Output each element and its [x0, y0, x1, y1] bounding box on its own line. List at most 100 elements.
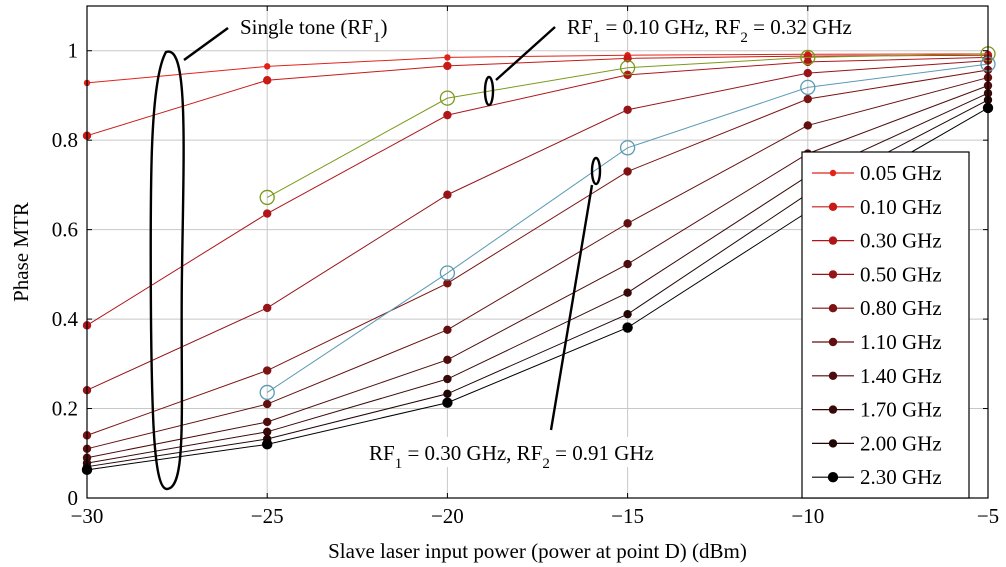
- legend-marker: [828, 236, 838, 245]
- data-point: [439, 265, 456, 281]
- y-tick-label: 0.6: [52, 218, 78, 242]
- series-line: [86, 54, 989, 137]
- legend-label: 0.05 GHz: [860, 161, 942, 185]
- x-axis-label: Slave laser input power (power at point …: [328, 539, 747, 563]
- legend-label: 0.80 GHz: [860, 296, 942, 320]
- leader-two-tone-b: [549, 184, 594, 431]
- y-tick-label: 0.4: [52, 307, 79, 331]
- data-point: [619, 60, 636, 76]
- series-line: [86, 60, 989, 391]
- data-point: [263, 303, 272, 313]
- legend-entry: 0.10 GHz: [812, 195, 942, 219]
- x-tick-label: −20: [431, 504, 464, 528]
- series-line: [266, 53, 989, 198]
- data-point: [623, 105, 632, 114]
- legend-label: 1.10 GHz: [860, 330, 942, 354]
- x-tick-label: −30: [71, 504, 104, 528]
- y-tick-label: 0.8: [52, 128, 78, 152]
- legend: 0.05 GHz 0.10 GHz 0.30 GHz 0.50 GHz 0.80 GHz…: [801, 151, 970, 499]
- data-point: [622, 322, 633, 333]
- series-line: [266, 63, 989, 393]
- series-line: [86, 85, 989, 459]
- data-point: [443, 61, 452, 71]
- axis-ticks: −30 −25 −20 −15 −10 −5 0 0.2 0.4 0.6 0.8 1: [52, 6, 999, 528]
- data-point: [800, 79, 816, 96]
- data-point: [442, 397, 453, 408]
- data-point: [263, 427, 272, 437]
- legend-label: 2.00 GHz: [860, 431, 942, 455]
- legend-entry: 1.10 GHz: [812, 330, 942, 354]
- legend-marker: [828, 337, 838, 347]
- data-point: [263, 417, 272, 427]
- legend-marker: [828, 405, 838, 414]
- data-point: [623, 167, 632, 176]
- series-line: [86, 77, 989, 450]
- legend-label: 0.10 GHz: [860, 195, 942, 219]
- legend-marker: [828, 371, 838, 380]
- legend-entry: 1.70 GHz: [812, 398, 942, 422]
- data-point: [263, 366, 272, 375]
- series-line: [86, 69, 989, 436]
- legend-label: 1.40 GHz: [860, 364, 942, 388]
- legend-entry: 0.80 GHz: [812, 296, 942, 320]
- data-point: [803, 121, 812, 130]
- legend-label: 0.30 GHz: [860, 229, 942, 253]
- series-line: [86, 56, 989, 326]
- annotation-two-tone-b: RF1 = 0.30 GHz, RF2 = 0.91 GHz: [369, 441, 654, 472]
- data-point: [443, 355, 452, 364]
- bracket-two-tone-b: [590, 156, 602, 186]
- x-tick-label: −25: [251, 504, 284, 528]
- data-point: [262, 439, 273, 450]
- annotations: Single tone (RF1) RF1 = 0.10 GHz, RF2 = 0…: [149, 15, 852, 491]
- legend-entry: 1.40 GHz: [812, 364, 942, 388]
- y-tick-label: 0: [68, 486, 79, 510]
- data-point: [264, 63, 271, 70]
- x-tick-label: −5: [977, 504, 999, 528]
- legend-marker: [828, 439, 838, 448]
- y-tick-label: 1: [68, 39, 79, 63]
- data-point: [259, 384, 275, 401]
- data-point: [443, 389, 452, 398]
- legend-box: [801, 151, 970, 499]
- data-point: [800, 49, 816, 66]
- y-axis-label: Phase MTR: [9, 202, 33, 302]
- annotation-single-tone: Single tone (RF1): [240, 15, 388, 46]
- bracket-two-tone-a: [483, 75, 495, 107]
- plot-frame: [86, 5, 989, 499]
- leader-single-tone: [183, 27, 229, 61]
- data-point: [443, 190, 452, 199]
- series-0-50-ghz: [82, 56, 993, 395]
- y-tick-label: 0.2: [52, 397, 78, 421]
- legend-label: 2.30 GHz: [860, 465, 942, 489]
- data-point: [263, 76, 272, 85]
- leader-two-tone-a: [495, 26, 556, 81]
- legend-entry: 0.30 GHz: [812, 229, 942, 253]
- series-line: [86, 53, 989, 84]
- x-tick-label: −10: [791, 504, 824, 528]
- series-two-tone-11: [259, 56, 996, 401]
- data-point: [259, 189, 275, 206]
- legend-marker: [828, 304, 838, 313]
- legend-entry: 0.05 GHz: [812, 161, 942, 185]
- legend-marker: [828, 270, 838, 279]
- data-point: [623, 309, 632, 319]
- legend-entry: 2.30 GHz: [812, 465, 942, 489]
- data-point: [803, 94, 812, 104]
- x-tick-label: −15: [611, 504, 644, 528]
- legend-label: 0.50 GHz: [860, 262, 942, 286]
- data-point: [443, 374, 452, 384]
- data-point: [263, 399, 272, 409]
- series-0-80-ghz: [82, 65, 993, 440]
- legend-label: 1.70 GHz: [860, 398, 942, 422]
- data-point: [439, 90, 456, 106]
- legend-marker: [827, 472, 839, 483]
- annotation-two-tone-a: RF1 = 0.10 GHz, RF2 = 0.32 GHz: [567, 15, 852, 46]
- data-point: [623, 219, 632, 228]
- data-point: [263, 209, 272, 218]
- data-point: [623, 288, 632, 297]
- data-point: [803, 68, 812, 78]
- data-point: [443, 279, 452, 288]
- data-point: [444, 54, 451, 61]
- bracket-single-tone: [149, 50, 185, 491]
